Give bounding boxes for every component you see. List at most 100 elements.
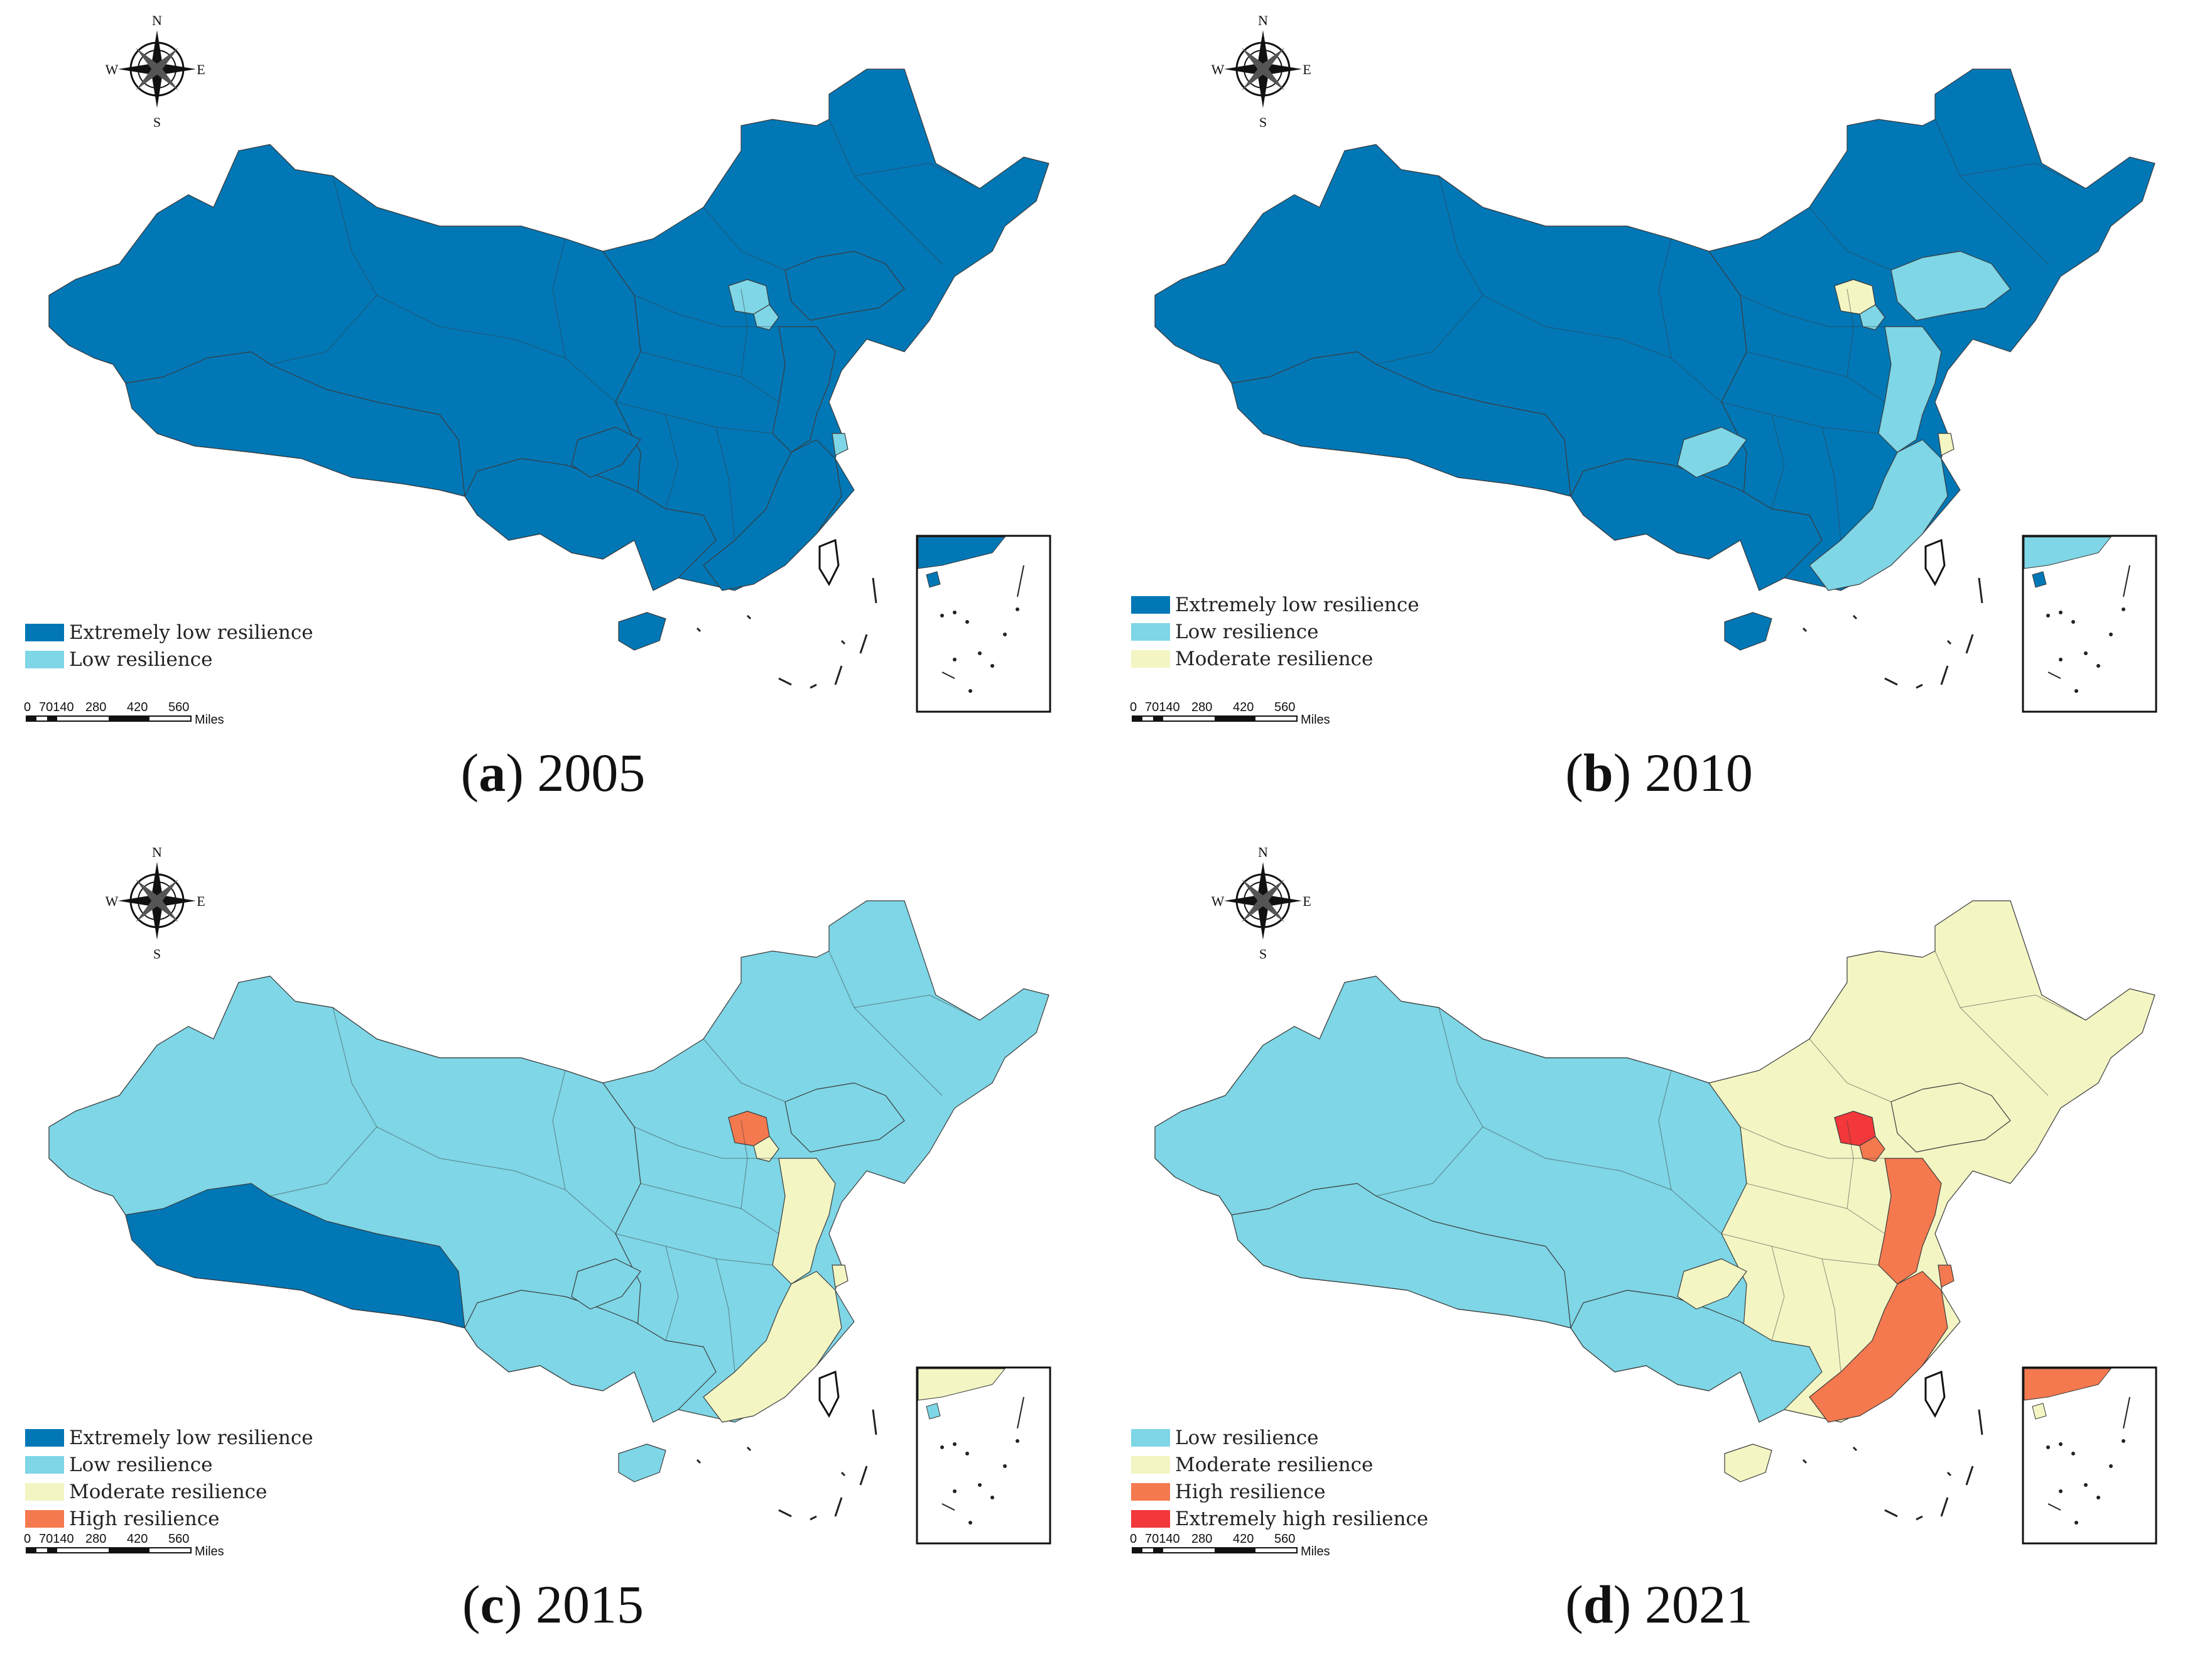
legend-label: Moderate resilience — [69, 1481, 267, 1503]
legend-swatch — [1131, 650, 1170, 668]
scale-unit: Miles — [1301, 713, 1330, 727]
island-mark — [1852, 614, 1858, 620]
region-coast-north — [772, 1158, 836, 1285]
compass-label-s: S — [153, 114, 161, 130]
region-chongqing — [1677, 427, 1747, 478]
province-border — [634, 295, 779, 327]
scale-unit: Miles — [195, 1545, 224, 1558]
province-border — [665, 414, 679, 509]
island-mark — [1946, 1471, 1952, 1477]
compass-label-s: S — [153, 946, 161, 962]
scale-tick-label: 0 — [1130, 700, 1137, 714]
region-taiwan — [1924, 1370, 1946, 1418]
scale-bar: 0 70140 280 420 560 Miles — [24, 700, 224, 727]
legend: Extremely low resilience Low resilience Mo… — [25, 1427, 313, 1530]
compass-rose-icon: N S E W — [1212, 844, 1311, 962]
scale-tick-label: 280 — [85, 700, 106, 714]
region-hainan — [618, 612, 666, 651]
legend-label: Low resilience — [69, 1454, 212, 1476]
panel-letter: b — [1583, 742, 1613, 803]
island-mark — [1884, 1509, 1898, 1518]
scale-tick-label: 420 — [127, 700, 148, 714]
island-mark — [778, 1509, 792, 1518]
island-mark — [859, 634, 868, 654]
panel-letter: a — [479, 742, 506, 803]
legend-swatch — [25, 624, 64, 641]
legend-swatch — [25, 651, 64, 668]
region-chongqing — [571, 1258, 641, 1310]
region-shanghai — [832, 433, 848, 456]
island-mark — [1884, 677, 1898, 686]
panel-year: 2015 — [535, 1574, 644, 1634]
legend-label: Low resilience — [1175, 621, 1318, 643]
island-mark — [1852, 1446, 1858, 1452]
legend-swatch — [25, 1483, 64, 1501]
island-mark — [1946, 639, 1952, 645]
province-border — [740, 288, 748, 378]
province-border — [1809, 207, 1892, 271]
province-border — [1746, 351, 1885, 403]
map-panel-d: N S E W Low resilience Moderate resilience Hig… — [1106, 832, 2212, 1663]
legend-label: Moderate resilience — [1175, 648, 1373, 670]
scale-unit: Miles — [195, 713, 224, 727]
legend-label: Moderate resilience — [1175, 1454, 1373, 1476]
province-border — [1846, 288, 1854, 378]
province-border — [1809, 1038, 1892, 1102]
island-mark — [1916, 683, 1923, 689]
scale-tick-label: 280 — [85, 1532, 106, 1546]
region-chongqing — [1677, 1258, 1747, 1310]
province-border — [615, 1233, 773, 1266]
province-border — [1658, 1070, 1722, 1234]
legend-swatch — [1131, 1483, 1170, 1501]
panel-year: 2005 — [537, 742, 646, 803]
region-tianjin — [1859, 1136, 1885, 1162]
island-mark — [810, 1515, 817, 1521]
region-taiwan — [818, 1370, 840, 1418]
island-mark — [810, 683, 817, 689]
province-border — [332, 1007, 566, 1190]
province-border — [615, 401, 773, 434]
south-china-sea-inset — [916, 535, 1051, 713]
scale-tick-label: 420 — [1233, 700, 1254, 714]
scale-tick-label: 560 — [168, 1532, 189, 1546]
island-mark — [1940, 665, 1949, 685]
legend-swatch — [25, 1510, 64, 1528]
island-mark — [746, 614, 752, 620]
scale-tick-label: 70140 — [1145, 1532, 1180, 1546]
province-border — [552, 1070, 616, 1234]
province-border — [1960, 994, 2086, 1021]
region-coast-north — [1878, 326, 1942, 453]
legend-label: Extremely low resilience — [69, 621, 313, 644]
map-panel-c: N S E W Extremely low resilience Low resilien… — [0, 832, 1106, 1663]
province-border — [703, 1038, 786, 1102]
island-mark — [834, 665, 843, 685]
island-mark — [834, 1497, 843, 1517]
island-mark — [840, 639, 846, 645]
compass-label-w: W — [1212, 893, 1225, 909]
legend-swatch — [1131, 1456, 1170, 1474]
scale-tick-label: 70140 — [1145, 700, 1180, 714]
scale-tick-label: 0 — [1130, 1532, 1137, 1546]
island-mark — [1802, 1459, 1808, 1464]
island-mark — [696, 627, 702, 633]
panel-caption: (c) 2015 — [462, 1574, 644, 1634]
legend-label: Extremely high resilience — [1175, 1508, 1428, 1530]
region-coast-south — [1809, 439, 1948, 591]
region-hainan — [1724, 1444, 1772, 1482]
legend-label: High resilience — [1175, 1481, 1325, 1503]
compass-rose-icon: N S E W — [106, 844, 205, 962]
compass-label-e: E — [1303, 62, 1311, 77]
legend-label: Low resilience — [1175, 1427, 1318, 1449]
scale-tick-label: 280 — [1191, 700, 1212, 714]
scale-tick-label: 70140 — [39, 1532, 74, 1546]
legend-swatch — [1131, 623, 1170, 641]
region-shanghai — [1938, 1264, 1954, 1288]
scale-tick-label: 560 — [1274, 1532, 1295, 1546]
scale-bar: 0 70140 280 420 560 Miles — [24, 1532, 224, 1558]
compass-label-e: E — [1303, 893, 1311, 909]
panel-letter: c — [480, 1574, 504, 1634]
island-mark — [1978, 577, 1983, 604]
province-border — [1771, 414, 1785, 509]
province-border — [665, 1246, 679, 1341]
island-mark — [1916, 1515, 1923, 1521]
